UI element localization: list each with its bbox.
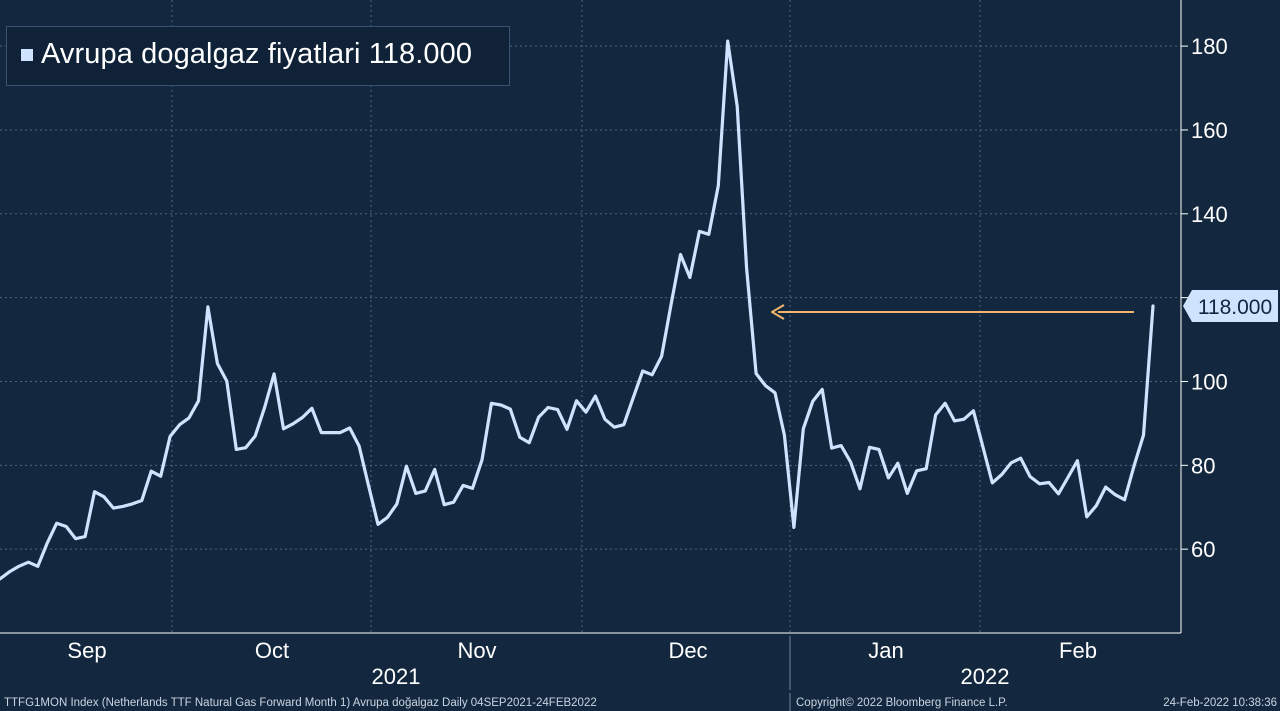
legend-label: Avrupa dogalgaz fiyatlari	[41, 38, 361, 70]
legend-value: 118.000	[368, 38, 473, 70]
y-tick-label: 60	[1191, 537, 1215, 562]
y-tick-label: 100	[1191, 369, 1228, 394]
annotation-layer	[771, 304, 1134, 320]
x-tick-label: Sep	[67, 638, 106, 663]
footer-timestamp-text: 24-Feb-2022 10:38:36	[1163, 697, 1277, 709]
last-value-label: 118.000	[1198, 296, 1272, 319]
x-tick-label: Nov	[457, 638, 496, 663]
grid-layer	[0, 0, 1181, 633]
x-tick-label: Jan	[868, 638, 903, 663]
x-tick-label: Oct	[255, 638, 289, 663]
annotation-arrow-head	[771, 304, 785, 320]
x-year-label: 2022	[961, 664, 1010, 689]
series-line	[0, 39, 1155, 581]
legend-text: Avrupa dogalgaz fiyatlari 118.000	[41, 38, 472, 71]
legend: Avrupa dogalgaz fiyatlari 118.000	[6, 26, 510, 86]
legend-swatch	[21, 49, 33, 61]
axis-layer: 6080100120140160180SepOctNovDecJanFeb202…	[0, 0, 1228, 711]
footer-copyright-text: Copyright© 2022 Bloomberg Finance L.P.	[796, 697, 1008, 709]
x-year-label: 2021	[372, 664, 421, 689]
line-layer	[0, 39, 1155, 581]
y-tick-label: 160	[1191, 118, 1228, 143]
label-layer: 118.000 TTFG1MON Index (Netherlands TTF N…	[4, 290, 1278, 709]
y-tick-label: 180	[1191, 34, 1228, 59]
y-tick-label: 140	[1191, 202, 1228, 227]
x-tick-label: Feb	[1059, 638, 1097, 663]
footer-left-text: TTFG1MON Index (Netherlands TTF Natural …	[4, 697, 597, 709]
last-value-box	[1183, 290, 1278, 323]
y-tick-label: 80	[1191, 453, 1215, 478]
x-tick-label: Dec	[668, 638, 707, 663]
